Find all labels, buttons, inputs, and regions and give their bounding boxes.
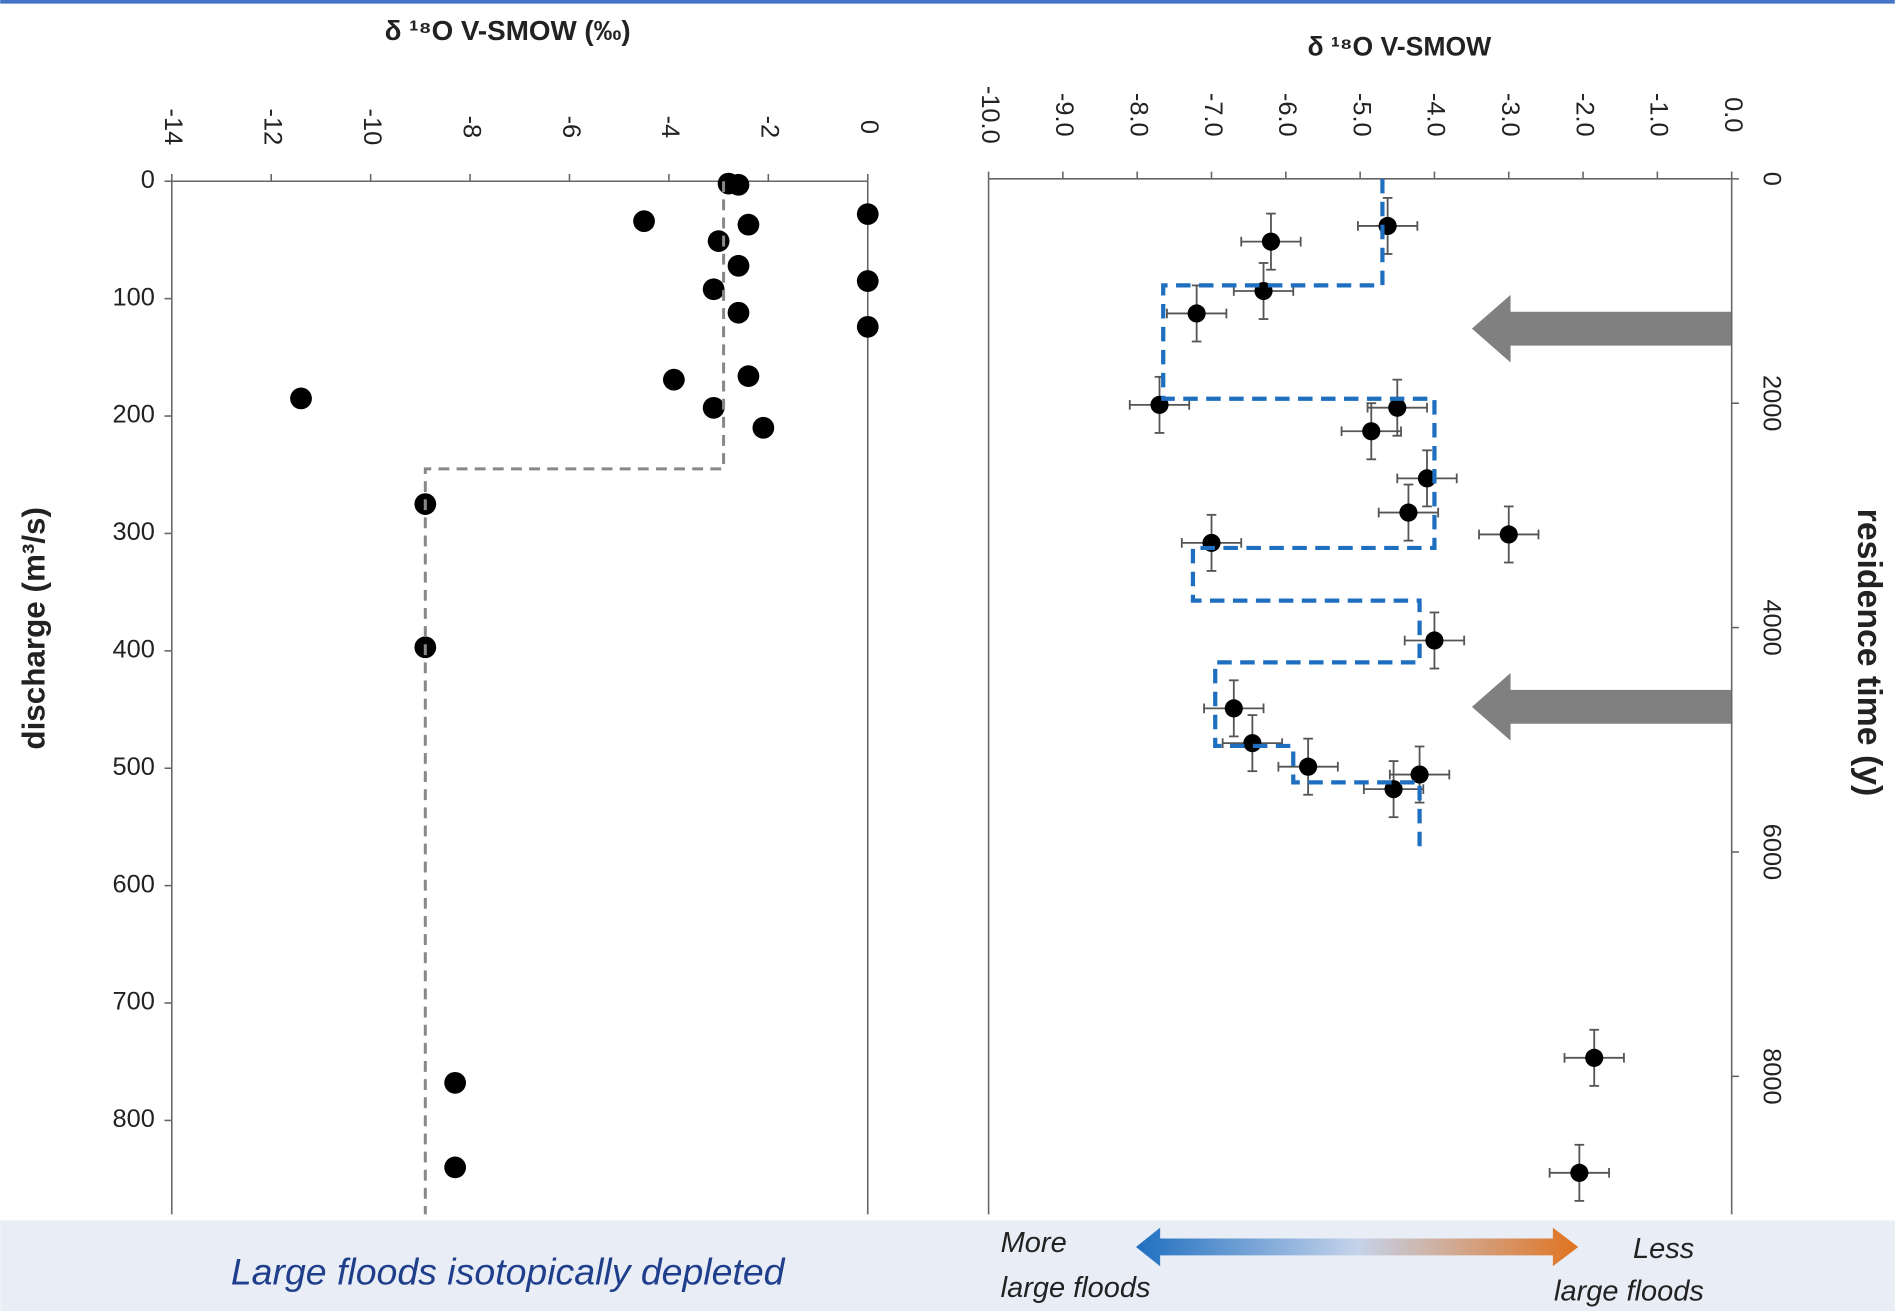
step-line: [1161, 178, 1437, 847]
point: [1410, 765, 1429, 784]
y-tick-label: 400: [113, 636, 155, 664]
y-tick-label: 500: [113, 753, 155, 781]
x-tick-label: -9.0: [1050, 93, 1078, 137]
x-tick-label: -6: [557, 116, 585, 139]
x-axis-title: δ ¹⁸O V-SMOW: [1308, 31, 1493, 61]
x-tick-label: 0: [855, 120, 883, 134]
y-tick-label: 0: [1758, 172, 1786, 186]
point: [1362, 422, 1381, 441]
x-tick-label: -2: [756, 116, 784, 139]
x-tick-label: -8: [457, 116, 485, 139]
point: [856, 203, 879, 225]
point: [1261, 232, 1281, 251]
point: [290, 387, 312, 410]
point: [1570, 1163, 1589, 1182]
step-line: [423, 181, 726, 1215]
y-tick-label: 6000: [1758, 824, 1786, 880]
x-tick-label: -8.0: [1124, 93, 1152, 137]
y-tick-label: 100: [113, 283, 155, 311]
point: [727, 254, 750, 277]
point: [1585, 1048, 1604, 1067]
x-tick-label: -12: [258, 109, 286, 146]
point: [1384, 780, 1403, 799]
footer-annotation: Large floods isotopically depleted: [231, 1251, 786, 1293]
top-border: [0, 0, 1895, 4]
point: [856, 315, 879, 338]
x-tick-label: -10.0: [976, 86, 1004, 144]
point: [633, 210, 655, 233]
annotation: Less: [1633, 1233, 1694, 1265]
x-tick-label: -4: [656, 116, 684, 139]
x-tick-label: -14: [159, 109, 187, 146]
point: [702, 396, 725, 419]
y-tick-label: 300: [113, 518, 155, 546]
y-tick-label: 2000: [1758, 375, 1786, 431]
point: [856, 270, 879, 292]
y-tick-label: 0: [141, 166, 155, 194]
point: [727, 301, 750, 324]
point: [1425, 631, 1444, 650]
point: [702, 278, 725, 301]
point: [1224, 699, 1243, 718]
point: [1299, 757, 1318, 776]
x-tick-label: -4.0: [1422, 93, 1450, 137]
x-tick-label: -10: [358, 109, 386, 146]
point: [1399, 503, 1418, 522]
point: [1417, 469, 1437, 488]
plot: -10.0 -9.0 -8.0 -7.0 -6.0 -5.0 -4.0 -3.0 -2.0 -1.…: [976, 86, 1786, 1215]
x-tick-label: -1.0: [1645, 93, 1673, 137]
gray-arrow: [1471, 294, 1732, 363]
x-tick-label: -2.0: [1570, 93, 1598, 137]
footer-band: [0, 1220, 1895, 1311]
y-tick-label: 800: [113, 1105, 155, 1133]
point: [1243, 734, 1262, 753]
point: [662, 368, 685, 391]
point: [1388, 398, 1407, 417]
gray-arrow: [1471, 673, 1732, 741]
y-axis-title: residence time (y): [1850, 509, 1888, 797]
y-tick-label: 700: [113, 988, 155, 1016]
annotation: large floods: [1554, 1276, 1704, 1308]
x-tick-label: -5.0: [1347, 93, 1375, 137]
point: [444, 1156, 467, 1179]
x-tick-label: 0.0: [1719, 97, 1747, 132]
point: [737, 365, 760, 387]
point: [1499, 525, 1518, 544]
point: [1187, 304, 1206, 323]
y-axis-title: discharge (m³/s): [17, 507, 52, 750]
plot: -14 -12 -10 -8 -6 -4 -2 0 0 100 200 300 400 500 600 700…: [113, 109, 883, 1215]
y-tick-label: 4000: [1758, 599, 1786, 655]
y-tick-label: 8000: [1758, 1048, 1786, 1104]
y-tick-label: 200: [113, 401, 155, 429]
annotation: large floods: [1001, 1272, 1151, 1304]
point: [444, 1071, 467, 1094]
x-axis-title: δ ¹⁸O V-SMOW (‰): [385, 15, 631, 46]
point: [727, 173, 750, 196]
x-tick-label: -7.0: [1199, 93, 1227, 137]
gradient-arrow: [1135, 1227, 1579, 1267]
y-tick-label: 600: [113, 870, 155, 898]
annotation: More: [1001, 1227, 1067, 1259]
point: [737, 213, 760, 236]
point: [752, 416, 775, 439]
point: [707, 230, 730, 252]
x-tick-label: -6.0: [1273, 93, 1301, 137]
x-tick-label: -3.0: [1496, 93, 1524, 137]
